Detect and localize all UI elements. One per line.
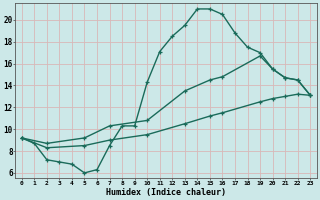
- X-axis label: Humidex (Indice chaleur): Humidex (Indice chaleur): [106, 188, 226, 197]
